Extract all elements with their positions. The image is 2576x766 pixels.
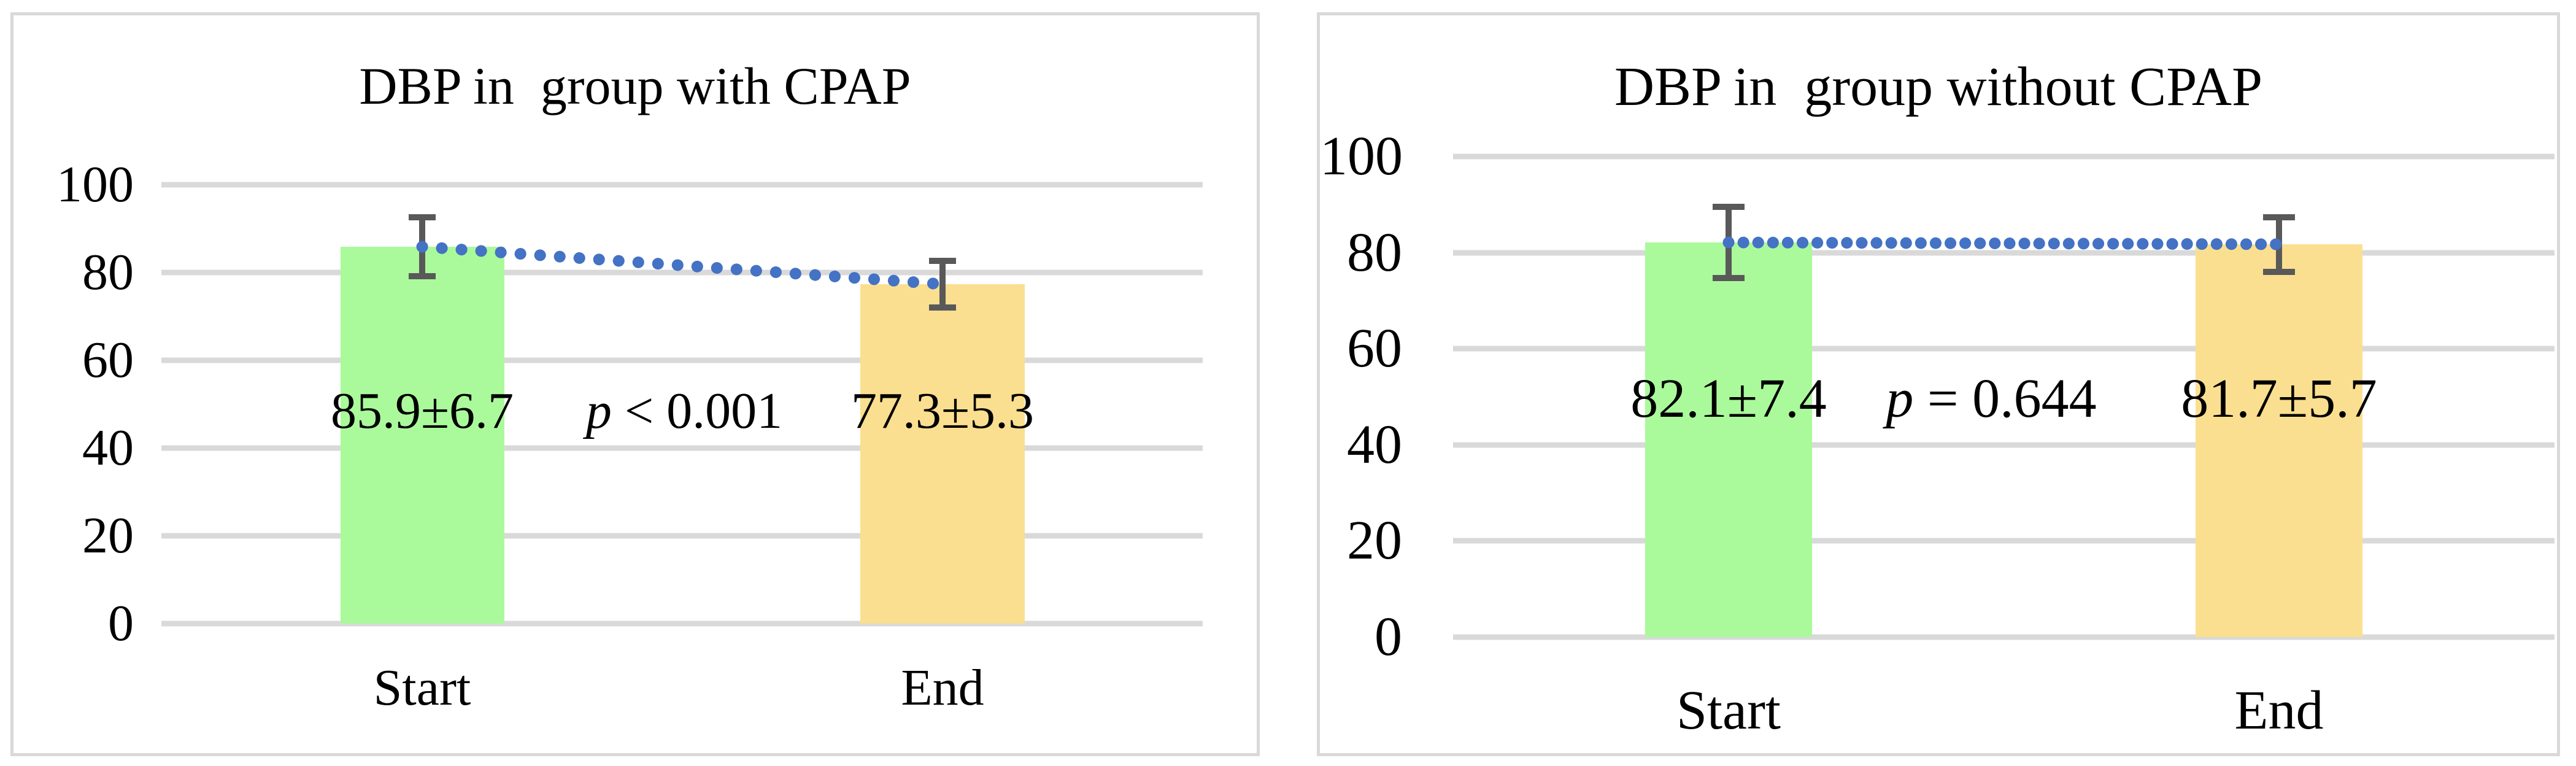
bar-end: [860, 284, 1025, 624]
y-tick-label-20: 20: [82, 507, 134, 564]
y-tick-label-60: 60: [82, 331, 134, 389]
chart-panel-with-cpap: DBP in group with CPAP 100 80 60 40 20 0…: [10, 12, 1260, 756]
y-tick-label-40: 40: [82, 419, 134, 476]
y-tick-label-80: 80: [1347, 222, 1402, 283]
bar-start: [341, 247, 504, 624]
x-axis-label-end: End: [901, 659, 984, 716]
y-tick-label-100: 100: [1320, 126, 1403, 187]
chart-title: DBP in group without CPAP: [1614, 56, 2263, 117]
gridlines: [1453, 153, 2555, 640]
chart-title: DBP in group with CPAP: [359, 56, 911, 115]
x-axis-label-end: End: [2234, 680, 2324, 741]
y-tick-label-0: 0: [1375, 606, 1402, 667]
p-value-text: < 0.001: [611, 382, 783, 439]
data-label-start: 82.1±7.4: [1630, 368, 1827, 429]
y-tick-label-80: 80: [82, 244, 134, 301]
x-axis-label-start: Start: [1676, 680, 1781, 741]
data-label-start: 85.9±6.7: [330, 382, 514, 439]
p-value-text: = 0.644: [1913, 368, 2097, 429]
plot-area: [1453, 153, 2555, 640]
data-label-end: 77.3±5.3: [850, 382, 1035, 439]
trendline: [1722, 236, 2285, 250]
p-symbol: p: [585, 382, 612, 439]
y-tick-label-0: 0: [108, 595, 134, 652]
p-value-label: p < 0.001: [469, 385, 899, 437]
error-bar-end: [929, 258, 956, 311]
y-tick-label-60: 60: [1347, 318, 1402, 379]
bar-end: [2196, 244, 2362, 637]
chart-panel-without-cpap: DBP in group without CPAP 100 80 60 40 2…: [1317, 12, 2560, 756]
x-axis-label-start: Start: [373, 659, 471, 716]
p-value-label: p = 0.644: [1776, 371, 2206, 427]
p-symbol: p: [1886, 368, 1914, 429]
bar-start: [1645, 242, 1812, 637]
y-tick-label-40: 40: [1347, 414, 1402, 475]
gridlines: [161, 182, 1203, 627]
y-tick-label-100: 100: [56, 156, 134, 213]
plot-area: [161, 182, 1203, 627]
trendline: [416, 241, 949, 290]
data-label-end: 81.7±5.7: [2181, 368, 2377, 429]
y-tick-label-20: 20: [1347, 510, 1402, 571]
